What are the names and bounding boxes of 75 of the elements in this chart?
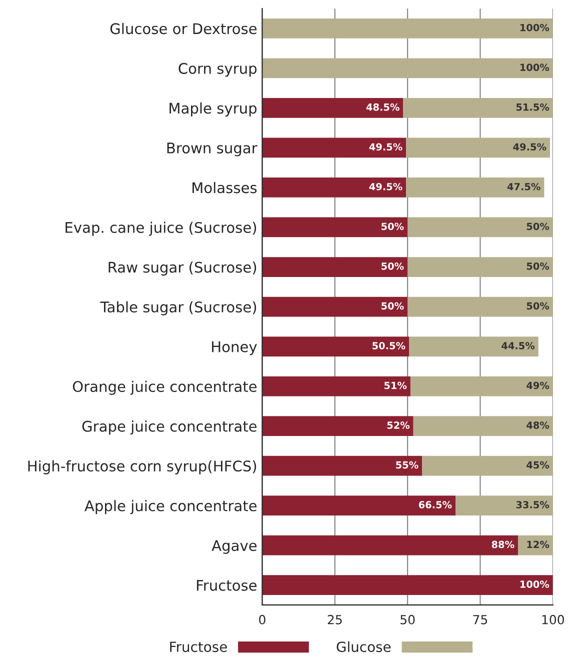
bar xyxy=(410,376,553,396)
x-tick-label: 0 xyxy=(259,614,266,624)
data-label: 48.5% xyxy=(366,103,400,111)
bar xyxy=(413,416,553,436)
y-tick-label: Agave xyxy=(212,540,257,554)
bar xyxy=(262,575,553,596)
legend-label: Glucose xyxy=(336,641,391,652)
bar xyxy=(406,178,544,198)
data-label: 49% xyxy=(526,382,550,390)
data-label: 100% xyxy=(520,580,550,588)
data-label: 44.5% xyxy=(502,342,535,350)
data-label: 49.5% xyxy=(513,143,546,151)
data-label: 45% xyxy=(526,461,550,469)
data-label: 100% xyxy=(520,24,550,32)
bar xyxy=(518,535,553,556)
y-tick-label: Grape juice concentrate xyxy=(82,420,257,435)
bar xyxy=(422,456,553,476)
bar xyxy=(262,98,404,118)
data-label: 50.5% xyxy=(372,342,406,350)
data-label: 12% xyxy=(527,540,550,548)
bar xyxy=(262,416,414,436)
x-tick-label: 25 xyxy=(328,614,342,624)
y-tick-label: Glucose or Dextrose xyxy=(110,22,257,34)
data-label: 51% xyxy=(384,382,407,390)
bar xyxy=(262,336,410,356)
data-label: 55% xyxy=(396,461,418,469)
y-tick-label: Brown sugar xyxy=(167,142,258,156)
bar xyxy=(408,296,553,317)
y-tick-label: Maple syrup xyxy=(170,102,257,117)
x-tick-label: 75 xyxy=(473,615,488,624)
data-label: 48% xyxy=(526,422,550,429)
data-label: 50% xyxy=(526,222,550,230)
bar xyxy=(262,257,408,277)
y-tick-label: Orange juice concentrate xyxy=(72,380,257,395)
data-label: 100% xyxy=(520,64,550,72)
bar xyxy=(262,296,408,317)
y-tick-label: Table sugar (Sucrose) xyxy=(100,301,256,316)
y-tick-label: Raw sugar (Sucrose) xyxy=(108,261,256,276)
bar xyxy=(262,535,518,556)
bar xyxy=(262,217,408,238)
x-tick-label: 50 xyxy=(400,614,415,624)
bar xyxy=(408,257,553,277)
bar xyxy=(262,18,553,38)
bar xyxy=(409,336,538,356)
data-label: 51.5% xyxy=(516,103,550,111)
y-tick-label: High-fructose corn syrup(HFCS) xyxy=(28,460,256,474)
x-tick-label: 100 xyxy=(542,614,564,624)
data-label: 50% xyxy=(526,302,550,310)
data-label: 66.5% xyxy=(418,501,452,508)
data-label: 50% xyxy=(382,222,404,230)
y-tick-label: Honey xyxy=(212,341,257,356)
data-label: 50% xyxy=(382,302,404,310)
data-label: 47.5% xyxy=(507,182,540,190)
bar xyxy=(403,98,553,118)
y-tick-label: Molasses xyxy=(192,182,257,194)
y-tick-label: Apple juice concentrate xyxy=(84,500,257,514)
bar xyxy=(262,376,410,396)
data-label: 33.5% xyxy=(516,501,550,508)
y-tick-label: Evap. cane juice (Sucrose) xyxy=(66,222,256,236)
y-tick-label: Fructose xyxy=(196,580,257,591)
bar xyxy=(262,178,406,198)
bar xyxy=(456,496,553,516)
bar xyxy=(262,58,553,78)
y-tick-label: Corn syrup xyxy=(178,62,257,77)
data-label: 49.5% xyxy=(369,143,402,151)
bar xyxy=(262,456,422,476)
data-label: 50% xyxy=(526,262,550,270)
data-label: 50% xyxy=(382,262,404,270)
data-label: 88% xyxy=(492,540,514,548)
bar xyxy=(262,138,406,158)
bar xyxy=(408,217,553,238)
bar xyxy=(406,138,550,158)
data-label: 52% xyxy=(387,422,410,429)
bar xyxy=(262,496,456,516)
data-label: 49.5% xyxy=(369,182,402,190)
